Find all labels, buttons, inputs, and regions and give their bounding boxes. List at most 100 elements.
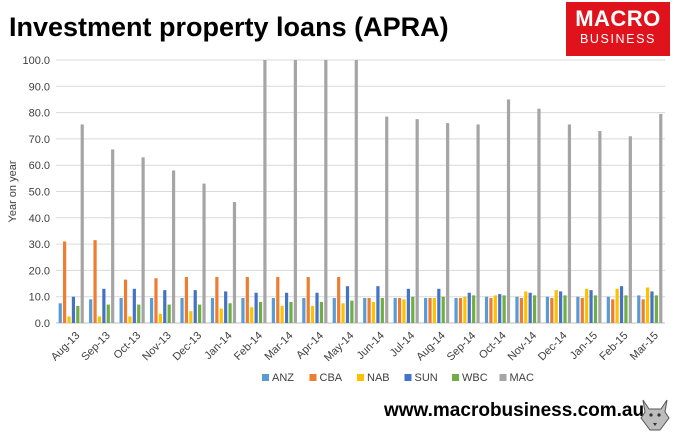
bar-sun [437,288,441,323]
bar-cba [337,276,341,323]
macrobusiness-logo: MACRO BUSINESS [566,2,670,56]
bar-sun [254,292,258,323]
bar-sun [650,291,654,323]
bar-cba [245,276,249,323]
logo-text-top: MACRO [575,6,661,31]
bar-sun [224,291,228,323]
y-tick-label: 80.0 [29,108,50,120]
bar-cba [93,240,97,323]
bar-anz [271,298,275,323]
bar-mac [385,116,389,323]
x-tick-label: Sep-13 [79,330,113,364]
page-title: Investment property loans (APRA) [9,12,449,42]
bar-cba [123,279,128,323]
y-tick-label: 10.0 [29,292,50,304]
bar-mac [415,119,419,323]
legend-swatch-anz [262,374,269,381]
bar-wbc [258,301,263,323]
bar-wbc [137,304,141,323]
legend-label: SUN [415,372,438,384]
y-tick-label: 60.0 [29,160,50,172]
bar-sun [467,292,471,323]
bar-mac [80,124,84,323]
legend-label: ANZ [272,372,294,384]
bar-nab [645,287,650,323]
bar-mac [446,123,450,324]
bar-nab [189,311,193,323]
bar-wbc [624,295,628,323]
bar-wbc [563,295,567,323]
bar-anz [149,298,154,323]
x-tick-label: Apr-14 [294,330,326,362]
bar-wbc [167,304,171,323]
y-tick-label: 20.0 [29,265,50,277]
legend-swatch-mac [499,374,507,381]
x-tick-label: Oct-13 [112,330,144,362]
bar-wbc [76,305,80,323]
bar-nab [402,299,406,323]
bar-cba [367,298,371,323]
bar-sun [163,290,167,323]
legend-swatch-wbc [452,374,459,381]
bar-mac [354,60,358,323]
bar-nab [311,305,315,323]
bar-wbc [289,301,293,323]
y-tick-label: 70.0 [29,134,50,146]
bar-anz [454,298,458,323]
bar-wbc [502,295,506,323]
bar-mac [628,136,632,323]
y-tick-label: 0.0 [35,318,50,330]
bar-sun [193,290,197,323]
bar-cba [611,299,615,323]
y-tick-label: 50.0 [29,187,50,199]
bar-nab [371,301,376,323]
x-tick-label: Oct-14 [477,330,509,362]
website-url: www.macrobusiness.com.au [384,400,645,421]
y-tick-label: 90.0 [29,81,50,93]
bar-nab [615,288,619,323]
bar-nab [493,295,497,323]
bar-cba [580,298,584,323]
legend-label: CBA [320,372,343,384]
bar-nab [219,308,223,323]
bar-cba [63,241,67,323]
bar-nab [97,316,102,323]
bar-anz [302,298,306,323]
bar-sun [589,290,593,323]
bar-anz [637,295,641,323]
wolf-logo-icon [640,399,670,431]
bar-wbc [654,295,658,323]
bar-mac [141,157,145,323]
x-tick-label: Nov-13 [140,330,174,364]
legend-swatch-cba [309,374,317,381]
bar-anz [393,298,397,323]
bar-sun [132,288,136,323]
legend-label: MAC [510,372,535,384]
x-tick-label: Aug-14 [414,330,448,364]
y-tick-label: 30.0 [29,239,50,251]
x-tick-label: Dec-13 [171,330,205,364]
bar-nab [585,288,589,323]
bar-wbc [593,295,598,323]
bar-mac [111,149,115,323]
bar-wbc [319,301,324,323]
bar-sun [71,296,76,323]
bar-cba [306,276,310,323]
bar-wbc [380,298,384,323]
bar-sun [345,286,350,323]
bar-mac [263,60,267,323]
bar-anz [210,298,215,323]
x-tick-label: Sep-14 [445,330,479,364]
bar-mac [324,60,328,323]
bar-nab [463,296,467,323]
bar-nab [341,303,345,323]
bar-wbc [472,295,476,323]
y-tick-label: 100.0 [22,55,50,67]
bar-wbc [106,304,110,323]
logo-text-bottom: BUSINESS [579,32,656,46]
x-tick-label: Feb-15 [597,330,630,363]
bar-anz [484,296,489,323]
legend-label: NAB [367,372,390,384]
bar-mac [171,170,176,323]
